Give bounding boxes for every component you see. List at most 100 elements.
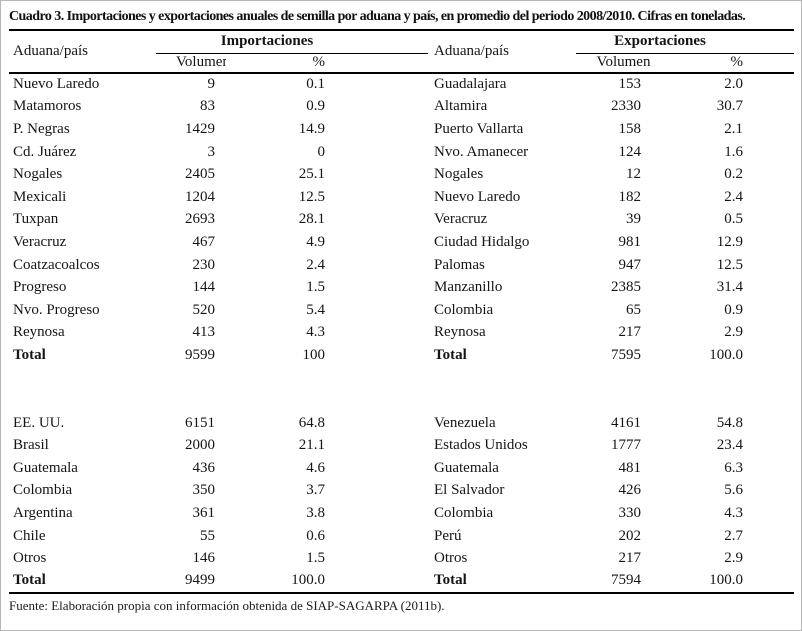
aduana-pais-cell-imports: Progreso (13, 279, 67, 296)
volumen-cell-exports: 12 (626, 166, 641, 183)
volumen-cell-imports: 83 (200, 98, 215, 115)
volumen-cell-imports: 144 (192, 279, 216, 296)
column-header-volumen-exports: Volumen (576, 53, 651, 74)
volumen-cell-exports: 7594 (611, 572, 641, 589)
aduana-pais-cell-exports (428, 367, 576, 390)
column-group-importaciones: Importaciones (156, 30, 428, 54)
aduana-pais-cell-imports: Nogales (13, 166, 63, 183)
table-caption: Cuadro 3. Importaciones y exportaciones … (9, 9, 746, 24)
aduana-pais-cell-imports: Mexicali (13, 188, 67, 205)
volumen-cell-exports: 2330 (611, 98, 641, 115)
table-row: Cd. Juárez 3 0 Nvo. Amanecer 124 1.6 (9, 141, 794, 164)
pct-cell-exports: 2.0 (724, 76, 744, 93)
aduana-pais-cell-exports: Veracruz (434, 211, 488, 228)
aduana-pais-cell-imports (9, 389, 156, 412)
pct-cell-exports: 2.4 (724, 188, 744, 205)
aduana-pais-cell-imports: Veracruz (13, 233, 67, 250)
table-row: Nvo. Progreso 520 5.4 Colombia 65 0.9 (9, 299, 794, 322)
table-row: Total 9499 100.0 Total 7594 100.0 (9, 570, 794, 593)
pct-cell-imports: 0.6 (306, 527, 325, 544)
volumen-cell-exports: 426 (618, 482, 642, 499)
volumen-cell-imports: 2693 (185, 211, 215, 228)
table-row (9, 367, 794, 390)
volumen-cell-exports: 481 (618, 459, 642, 476)
table-row: Veracruz 467 4.9 Ciudad Hidalgo 981 12.9 (9, 231, 794, 254)
column-gap (341, 502, 428, 525)
volumen-cell-exports: 202 (618, 527, 642, 544)
volumen-cell-exports: 182 (618, 188, 642, 205)
pct-cell-imports: 0.1 (306, 76, 325, 93)
table-row: Coatzacoalcos 230 2.4 Palomas 947 12.5 (9, 254, 794, 277)
volumen-cell-exports: 65 (626, 301, 641, 318)
aduana-pais-cell-imports: Coatzacoalcos (13, 256, 100, 273)
column-gap (341, 276, 428, 299)
aduana-pais-cell-imports: Reynosa (13, 324, 65, 341)
aduana-pais-cell-exports: Nvo. Amanecer (434, 143, 529, 160)
pct-cell-exports: 4.3 (724, 505, 744, 522)
source-note: Fuente: Elaboración propia con informaci… (9, 597, 445, 613)
column-header-volumen-imports: Volumen (156, 53, 226, 74)
aduana-pais-cell-exports: Ciudad Hidalgo (434, 233, 530, 250)
column-gap (341, 209, 428, 232)
aduana-pais-cell-exports: Colombia (434, 301, 494, 318)
volumen-cell-imports: 6151 (185, 414, 215, 431)
pct-cell-exports: 5.6 (724, 482, 744, 499)
volumen-cell-exports: 1777 (611, 437, 641, 454)
volumen-cell-imports: 230 (192, 256, 216, 273)
pct-cell-imports: 5.4 (306, 301, 325, 318)
pct-cell-imports: 0.9 (306, 98, 325, 115)
volumen-cell-exports: 217 (618, 324, 642, 341)
table-row: Reynosa 413 4.3 Reynosa 217 2.9 (9, 322, 794, 345)
aduana-pais-cell-imports: Nvo. Progreso (13, 301, 100, 318)
aduana-pais-cell-imports: Brasil (13, 437, 49, 454)
volumen-cell-exports: 124 (618, 143, 642, 160)
aduana-pais-cell-imports: Colombia (13, 482, 73, 499)
pct-cell-imports: 64.8 (298, 414, 325, 431)
aduana-pais-cell-imports: Argentina (13, 505, 73, 522)
column-gap (341, 118, 428, 141)
volumen-cell-imports: 2405 (185, 166, 215, 183)
aduana-pais-cell-imports: Total (13, 346, 46, 363)
aduana-pais-cell-imports: Chile (13, 527, 46, 544)
pct-cell-imports: 4.3 (306, 324, 325, 341)
aduana-pais-cell-exports: Manzanillo (434, 279, 503, 296)
pct-cell-exports: 2.1 (724, 120, 744, 137)
aduana-pais-cell-exports: Puerto Vallarta (434, 120, 524, 137)
pct-cell-imports: 1.5 (306, 550, 325, 567)
header-group-row: Aduana/país Importaciones Aduana/país Ex… (9, 30, 795, 74)
table-row: Otros 146 1.5 Otros 217 2.9 (9, 547, 794, 570)
aduana-pais-cell-exports: Estados Unidos (434, 437, 528, 454)
table-row: Chile 55 0.6 Perú 202 2.7 (9, 525, 794, 548)
pct-cell-exports (651, 389, 794, 412)
pct-cell-imports: 1.5 (306, 279, 325, 296)
volumen-cell-exports: 947 (618, 256, 642, 273)
aduana-pais-cell-exports: Nuevo Laredo (434, 188, 521, 205)
volumen-cell-imports: 467 (192, 233, 216, 250)
column-gap (341, 570, 428, 593)
aduana-pais-cell-exports: Guatemala (434, 459, 499, 476)
table-row: Brasil 2000 21.1 Estados Unidos 1777 23.… (9, 435, 794, 458)
pct-cell-imports (226, 367, 341, 390)
column-gap (341, 163, 428, 186)
table-row: EE. UU. 6151 64.8 Venezuela 4161 54.8 (9, 412, 794, 435)
pct-cell-imports: 12.5 (298, 188, 325, 205)
volumen-cell-exports: 330 (618, 505, 642, 522)
aduana-pais-cell-imports: EE. UU. (13, 414, 65, 431)
table-row: Progreso 144 1.5 Manzanillo 2385 31.4 (9, 276, 794, 299)
column-group-exportaciones: Exportaciones (576, 30, 795, 54)
table-row: Matamoros 83 0.9 Altamira 2330 30.7 (9, 96, 794, 119)
aduana-pais-cell-exports: Reynosa (434, 324, 486, 341)
column-gap (341, 412, 428, 435)
pct-cell-exports: 0.2 (724, 166, 744, 183)
column-gap (341, 435, 428, 458)
aduana-pais-cell-imports: Tuxpan (13, 211, 59, 228)
column-gap (341, 186, 428, 209)
volumen-cell-exports: 4161 (611, 414, 641, 431)
volumen-cell-imports: 520 (192, 301, 216, 318)
column-gap (341, 457, 428, 480)
column-gap (341, 480, 428, 503)
table-row: Total 9599 100 Total 7595 100.0 (9, 344, 794, 367)
aduana-pais-cell-imports: Guatemala (13, 459, 78, 476)
table-body: Nuevo Laredo 9 0.1 Guadalajara 153 2.0 M… (9, 73, 794, 593)
